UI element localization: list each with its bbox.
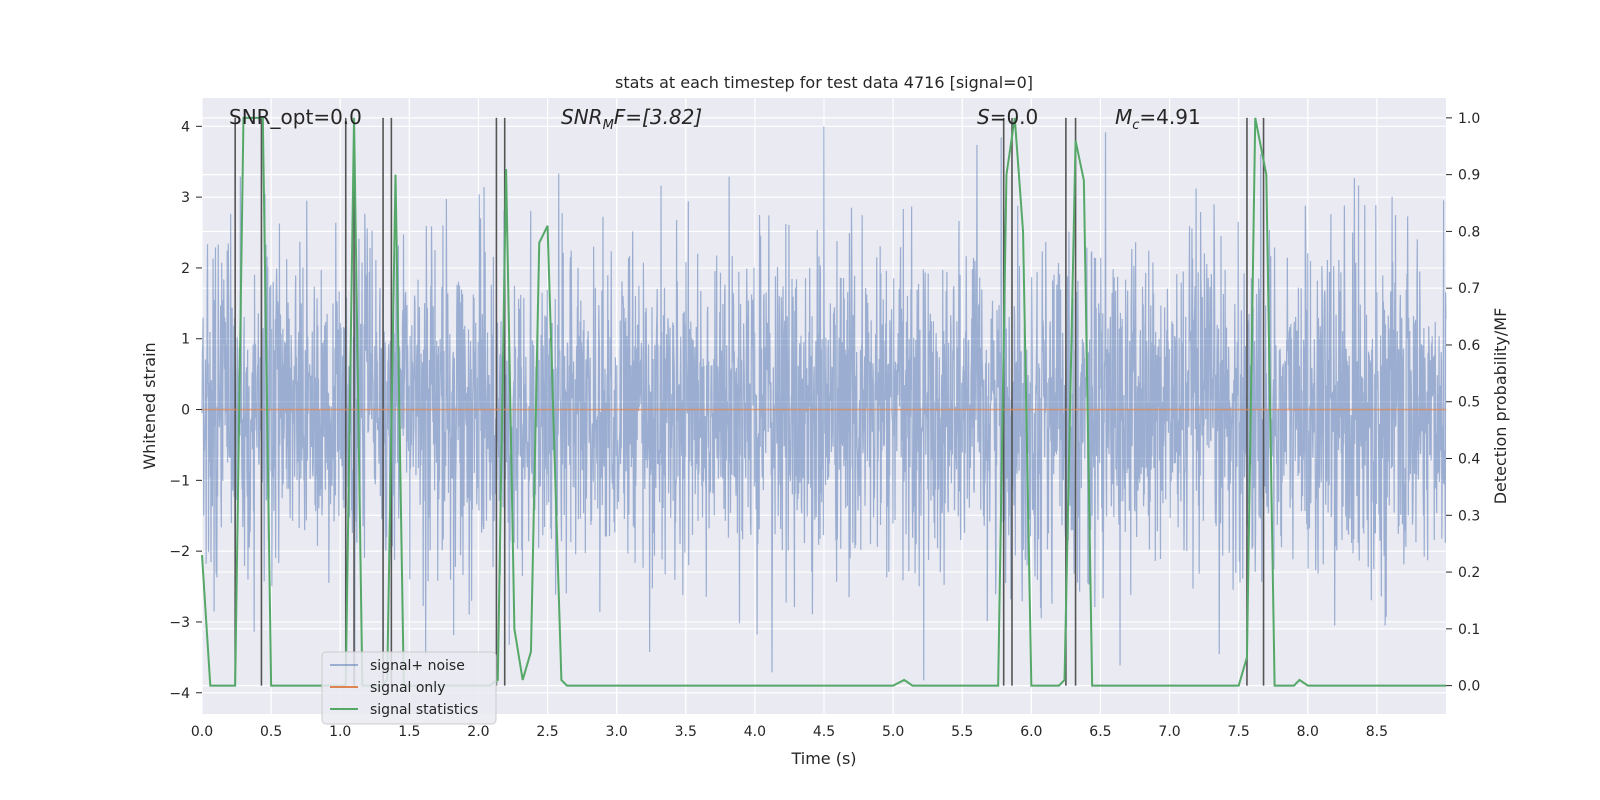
right-axis-ticks: 1.0 0.9 0.8 0.7 0.6 0.5 0.4 0.3 0.2 0.1 0.0 <box>1446 111 1480 695</box>
statistics-line <box>201 116 1446 687</box>
y-tick-label-right: 0.3 <box>1458 508 1480 524</box>
x-tick-label: 8.5 <box>1366 724 1388 740</box>
y-tick-label-right: 0.4 <box>1458 452 1480 468</box>
s-label: S <box>977 105 990 129</box>
legend: signal+ noise signal only signal statist… <box>321 651 497 725</box>
y-tick-label-left: 2 <box>181 261 190 277</box>
annotation-s: S=0.0 <box>977 105 1038 129</box>
y-tick-label-right: 0.2 <box>1458 565 1480 581</box>
legend-label-signal: signal only <box>370 680 445 696</box>
x-tick-label: 0.5 <box>260 724 282 740</box>
mc-label: M <box>1115 105 1132 129</box>
y-tick-label-left: 0 <box>181 403 190 419</box>
snr-mf-sub: M <box>603 118 614 133</box>
y-tick-label-left: 4 <box>181 119 190 135</box>
legend-label-noise: signal+ noise <box>370 658 465 674</box>
mc-sub: c <box>1132 118 1139 133</box>
y-axis-label-right: Detection probability/MF <box>1491 308 1510 505</box>
x-tick-label: 4.0 <box>744 724 766 740</box>
x-tick-label: 5.0 <box>882 724 904 740</box>
x-tick-label: 7.5 <box>1228 724 1250 740</box>
x-tick-label: 6.0 <box>1020 724 1042 740</box>
y-tick-label-left: −4 <box>169 686 190 702</box>
annotation-snr-mf: SNRMF=[3.82] <box>561 105 702 133</box>
x-tick-label: 7.0 <box>1158 724 1180 740</box>
y-tick-label-right: 1.0 <box>1458 111 1480 127</box>
snr-mf-label: SNR <box>561 105 603 129</box>
y-tick-label-left: 3 <box>181 190 190 206</box>
y-tick-label-right: 0.5 <box>1458 395 1480 411</box>
annotation-mc: Mc=4.91 <box>1115 105 1201 133</box>
x-tick-label: 6.5 <box>1089 724 1111 740</box>
x-tick-label: 1.5 <box>398 724 420 740</box>
x-tick-label: 2.0 <box>467 724 489 740</box>
annotation-snr-opt: SNR_opt=0.0 <box>229 105 362 129</box>
y-tick-label-left: −1 <box>169 473 190 489</box>
y-tick-label-right: 0.6 <box>1458 338 1480 354</box>
x-tick-label: 4.5 <box>813 724 835 740</box>
legend-box <box>321 651 497 725</box>
y-tick-label-left: 1 <box>181 332 190 348</box>
x-tick-label: 1.0 <box>329 724 351 740</box>
y-axis-label-left: Whitened strain <box>140 342 159 469</box>
x-axis-ticks: 0.0 0.5 1.0 1.5 2.0 2.5 3.0 3.5 4.0 4.5 5.0 5.5 6.0 6… <box>191 724 1388 740</box>
x-tick-label: 3.5 <box>675 724 697 740</box>
snr-mf-tail: F=[3.82] <box>614 105 702 129</box>
x-tick-label: 2.5 <box>536 724 558 740</box>
left-axis-ticks: 4 3 2 1 0 −1 −2 −3 −4 <box>169 119 202 702</box>
y-tick-label-left: −3 <box>169 615 190 631</box>
y-tick-label-right: 0.7 <box>1458 281 1480 297</box>
mc-value: =4.91 <box>1139 105 1200 129</box>
x-tick-label: 8.0 <box>1297 724 1319 740</box>
y-tick-label-right: 0.0 <box>1458 679 1480 695</box>
y-tick-label-left: −2 <box>169 544 190 560</box>
x-tick-label: 5.5 <box>951 724 973 740</box>
y-tick-label-right: 0.1 <box>1458 622 1480 638</box>
chart-title: stats at each timestep for test data 471… <box>615 73 1033 92</box>
y-tick-label-right: 0.9 <box>1458 168 1480 184</box>
s-value: =0.0 <box>990 105 1039 129</box>
x-tick-label: 0.0 <box>191 724 213 740</box>
x-axis-label: Time (s) <box>790 749 856 768</box>
y-tick-label-right: 0.8 <box>1458 224 1480 240</box>
signal-statistics-series <box>201 116 1446 687</box>
x-tick-label: 3.0 <box>606 724 628 740</box>
noise-line <box>201 126 1447 690</box>
noise-series <box>201 126 1447 690</box>
legend-label-statistics: signal statistics <box>370 702 478 718</box>
